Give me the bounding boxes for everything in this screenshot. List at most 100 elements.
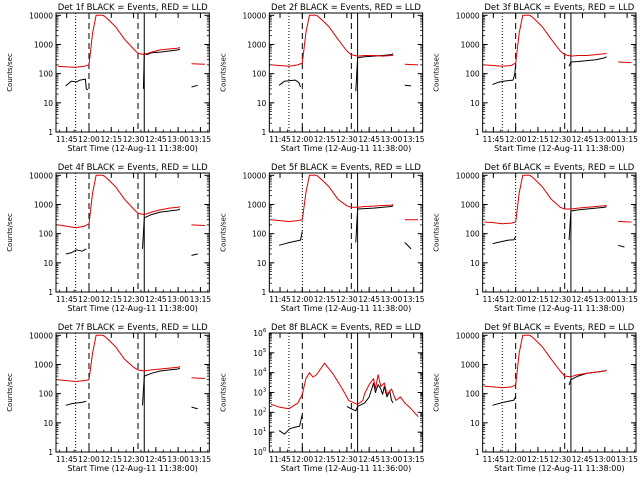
series-lld-line	[270, 362, 419, 418]
x-tick-label: 11:45	[269, 295, 291, 304]
x-tick-label: 12:30	[549, 135, 571, 144]
plot-frame	[268, 172, 424, 293]
x-tick-label: 13:00	[594, 135, 616, 144]
series-group	[271, 14, 419, 92]
y-tick-label: 100	[465, 390, 480, 399]
x-tick-label: 12:45	[572, 295, 594, 304]
panel-det-3: Det 3f BLACK = Events, RED = LLD 1 10 100 10…	[433, 3, 638, 153]
x-tick-label: 13:00	[167, 295, 189, 304]
y-tick-label: 105	[253, 348, 267, 358]
x-tick-label: 13:15	[190, 295, 212, 304]
y-tick-label: 104	[253, 368, 267, 378]
x-tick-label: 13:15	[403, 455, 425, 464]
panel-det-9: Det 9f BLACK = Events, RED = LLD 1 10 100 10…	[433, 323, 638, 473]
y-tick-label: 100	[39, 390, 54, 399]
x-tick-label: 12:00	[292, 455, 314, 464]
plot-frame	[482, 172, 637, 293]
x-tick-label: 13:15	[616, 455, 638, 464]
x-tick-label: 13:15	[403, 295, 425, 304]
series-group	[484, 334, 607, 406]
y-tick-label: 10000	[242, 11, 266, 20]
x-tick-label: 13:15	[190, 455, 212, 464]
panel-title: Det 1f BLACK = Events, RED = LLD	[58, 3, 208, 13]
x-tick-label: 12:30	[336, 455, 358, 464]
x-tick-label: 13:00	[381, 455, 403, 464]
y-tick-label: 10	[470, 99, 480, 108]
x-tick-label: 12:15	[527, 455, 549, 464]
y-tick-label: 10	[257, 99, 267, 108]
x-tick-label: 13:00	[594, 455, 616, 464]
plot-frame	[482, 332, 637, 453]
y-tick-label: 100	[252, 70, 267, 79]
series-lld-line	[57, 334, 205, 382]
x-tick-label: 12:00	[505, 295, 527, 304]
plot-frame	[268, 332, 424, 453]
x-tick-label: 12:15	[100, 455, 122, 464]
panel-title: Det 4f BLACK = Events, RED = LLD	[58, 163, 208, 173]
y-tick-label: 100	[252, 230, 267, 239]
y-tick-label: 1	[48, 128, 53, 137]
y-tick-label: 102	[253, 407, 266, 417]
x-tick-label: 12:45	[572, 135, 594, 144]
y-tick-label: 1000	[247, 200, 266, 209]
y-tick-label: 1	[262, 128, 267, 137]
y-tick-label: 10000	[29, 11, 53, 20]
x-tick-label: 12:00	[292, 295, 314, 304]
y-tick-label: 106	[253, 328, 267, 338]
series-events-line	[278, 53, 412, 92]
panel-det-2: Det 2f BLACK = Events, RED = LLD 1 10 100 10…	[219, 3, 424, 153]
series-group	[271, 174, 419, 250]
x-tick-label: 12:30	[549, 455, 571, 464]
y-tick-label: 100	[39, 70, 54, 79]
y-tick-label: 103	[253, 388, 267, 398]
y-tick-label: 1000	[247, 40, 266, 49]
y-tick-label: 1000	[461, 40, 480, 49]
x-tick-label: 12:00	[78, 295, 100, 304]
x-axis-label: Start Time (12-Aug-11 11:38:00)	[494, 304, 625, 313]
x-tick-label: 11:45	[269, 455, 291, 464]
x-tick-label: 12:45	[145, 295, 167, 304]
x-tick-label: 11:45	[56, 455, 78, 464]
series-group	[484, 174, 632, 248]
y-tick-label: 100	[253, 447, 267, 457]
y-tick-label: 100	[465, 230, 480, 239]
x-tick-label: 12:15	[527, 135, 549, 144]
y-tick-label: 10000	[456, 331, 480, 340]
y-tick-label: 1	[475, 128, 480, 137]
x-tick-label: 13:00	[381, 135, 403, 144]
y-tick-label: 1	[262, 288, 267, 297]
x-tick-label: 12:45	[145, 135, 167, 144]
x-axis-label: Start Time (12-Aug-11 11:38:00)	[494, 144, 625, 153]
series-group	[57, 174, 205, 256]
x-tick-label: 13:00	[381, 295, 403, 304]
x-tick-label: 12:15	[100, 135, 122, 144]
x-tick-label: 12:30	[123, 455, 145, 464]
y-tick-label: 1	[475, 288, 480, 297]
x-tick-label: 13:15	[190, 135, 212, 144]
x-tick-label: 12:15	[314, 295, 336, 304]
x-tick-label: 12:30	[549, 295, 571, 304]
series-group	[57, 334, 205, 410]
x-axis-label: Start Time (12-Aug-11 11:36:00)	[281, 464, 412, 473]
y-tick-label: 1000	[461, 360, 480, 369]
x-tick-label: 12:00	[505, 135, 527, 144]
x-tick-label: 12:15	[527, 295, 549, 304]
y-axis-label: Counts/sec	[6, 213, 14, 252]
y-tick-label: 10000	[242, 171, 266, 180]
y-axis-label: Counts/sec	[6, 373, 14, 412]
panel-title: Det 2f BLACK = Events, RED = LLD	[271, 3, 421, 13]
series-events-line	[492, 369, 607, 406]
x-tick-label: 12:15	[100, 295, 122, 304]
panel-title: Det 5f BLACK = Events, RED = LLD	[271, 163, 421, 173]
y-axis-label: Counts/sec	[433, 53, 441, 92]
panel-det-1: Det 1f BLACK = Events, RED = LLD 1 10 100 10…	[6, 3, 211, 153]
panel-title: Det 3f BLACK = Events, RED = LLD	[484, 3, 634, 13]
x-tick-label: 12:45	[145, 455, 167, 464]
series-events-line	[278, 205, 412, 250]
x-tick-label: 12:45	[358, 135, 380, 144]
series-events-line	[65, 48, 198, 91]
x-axis-label: Start Time (12-Aug-11 11:38:00)	[67, 144, 198, 153]
series-events-line	[65, 208, 198, 256]
x-axis-label: Start Time (12-Aug-11 11:38:00)	[281, 144, 412, 153]
